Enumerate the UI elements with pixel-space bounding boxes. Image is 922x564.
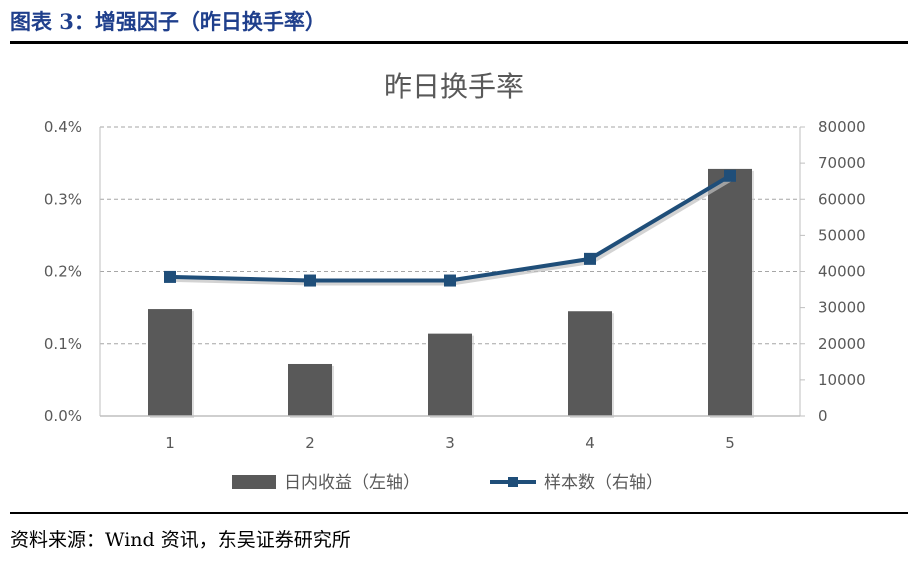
right-tick-label: 10000 [818, 371, 866, 389]
right-tick-label: 80000 [818, 118, 866, 136]
bar-series [148, 168, 754, 418]
x-tick-label: 4 [585, 434, 595, 452]
right-tick-label: 50000 [818, 226, 866, 244]
chart-title: 昨日换手率 [384, 70, 524, 103]
top-rule [10, 41, 908, 44]
line-point [164, 270, 176, 283]
gridlines [100, 126, 800, 345]
bar [708, 168, 752, 416]
bar [148, 309, 192, 416]
right-axis-ticks: 0 10000 20000 30000 40000 50000 60000 70000 8000… [800, 118, 866, 425]
left-tick-label: 0.3% [44, 190, 82, 208]
line-point [304, 274, 316, 287]
left-tick-label: 0.2% [44, 263, 82, 281]
bar [288, 363, 332, 416]
legend-line-marker [508, 477, 518, 487]
figure-title: 图表 3：增强因子（昨日换手率） [10, 9, 326, 34]
legend-bar-label: 日内收益（左轴） [284, 473, 420, 493]
line-shadow [171, 177, 734, 286]
x-axis-ticks: 1 2 3 4 5 [165, 434, 735, 452]
bar [568, 311, 612, 416]
legend-line-label: 样本数（右轴） [544, 473, 663, 493]
x-tick-label: 5 [725, 434, 735, 452]
legend-bar-swatch [232, 475, 276, 489]
left-tick-label: 0.1% [44, 335, 82, 353]
x-tick-label: 2 [305, 434, 315, 452]
line-point [444, 274, 456, 287]
x-tick-label: 1 [165, 434, 175, 452]
right-tick-label: 0 [818, 407, 828, 425]
x-tick-label: 3 [445, 434, 455, 452]
left-tick-label: 0.4% [44, 118, 82, 136]
bar [428, 333, 472, 416]
right-tick-label: 60000 [818, 190, 866, 208]
chart: 昨日换手率 0.0%0.1%0.2%0.3%0.4% 0100002000030… [44, 70, 866, 493]
line-series [164, 169, 736, 287]
right-tick-label: 20000 [818, 335, 866, 353]
left-tick-label: 0.0% [44, 407, 82, 425]
line-point [724, 169, 736, 182]
line-point [584, 252, 596, 265]
left-axis-ticks: 0.0% 0.1% 0.2% 0.3% 0.4% [44, 118, 82, 425]
right-tick-label: 40000 [818, 263, 866, 281]
source-note: 资料来源：Wind 资讯，东吴证券研究所 [10, 529, 351, 551]
right-tick-label: 30000 [818, 299, 866, 317]
legend: 日内收益（左轴） 样本数（右轴） [232, 473, 663, 493]
bottom-rule [10, 512, 908, 514]
right-tick-label: 70000 [818, 154, 866, 172]
